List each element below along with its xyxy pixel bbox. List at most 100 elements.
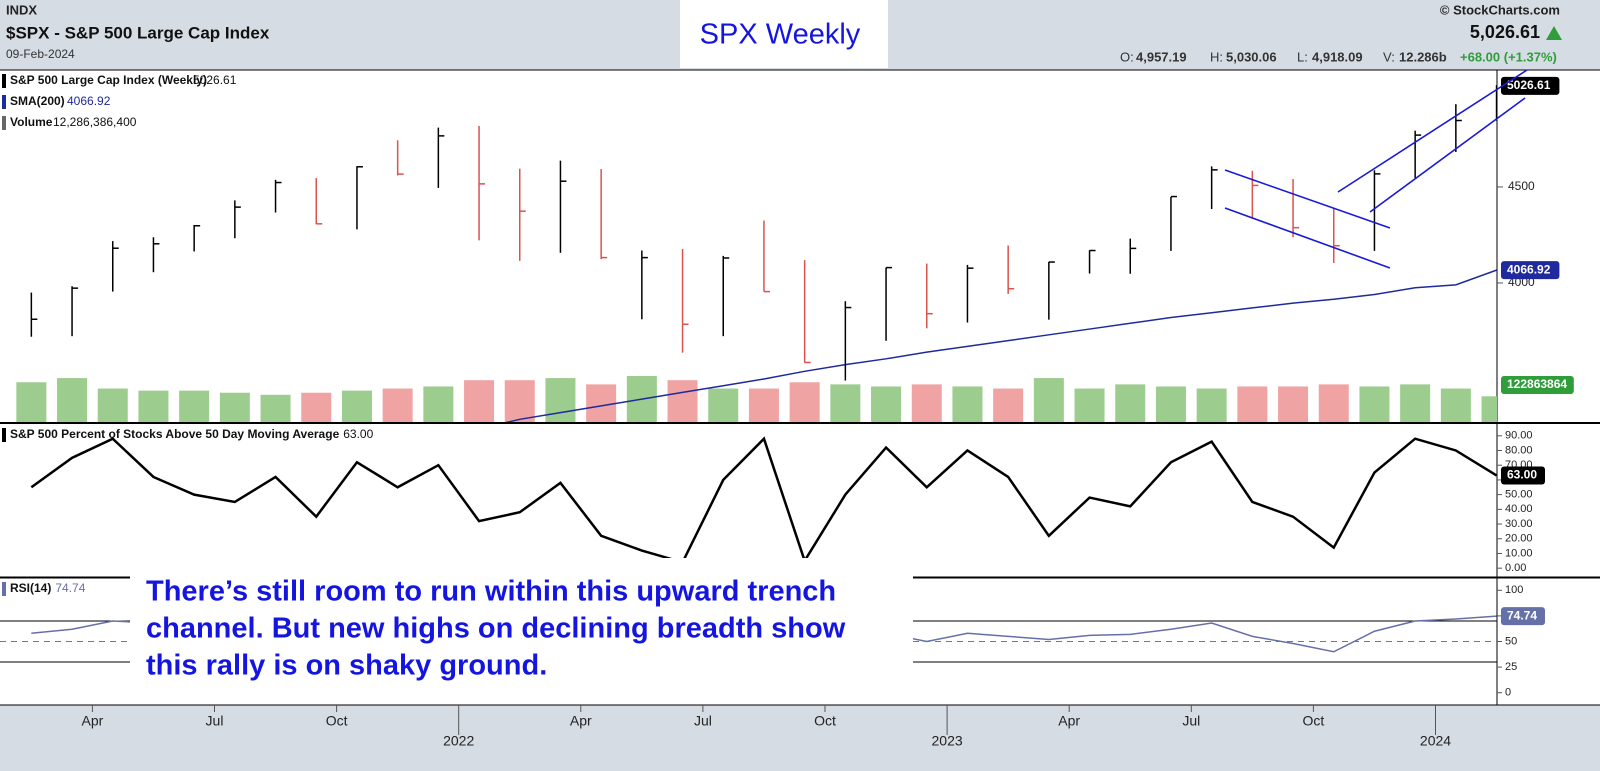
volume-tag: 122863864 xyxy=(1507,377,1567,391)
volume-bar xyxy=(1074,388,1105,422)
volume-bar xyxy=(952,386,983,422)
volume-bar xyxy=(504,380,535,422)
legend-swatch xyxy=(2,428,6,442)
exchange: INDX xyxy=(6,2,37,17)
x-tick-label: 2022 xyxy=(443,733,474,749)
volume-bar xyxy=(423,386,454,422)
legend-label: Volume xyxy=(10,115,53,129)
high-label: H: xyxy=(1210,49,1223,64)
sma-tag-bg xyxy=(1501,261,1560,280)
volume-bar xyxy=(464,380,495,422)
sma-line xyxy=(505,269,1497,422)
volume-bar xyxy=(382,388,413,422)
value-tag: 63.00 xyxy=(1507,468,1537,482)
y-tick-label: 30.00 xyxy=(1505,518,1533,530)
legend-value: 5026.61 xyxy=(193,73,237,87)
change: +68.00 (+1.37%) xyxy=(1460,49,1557,64)
volume-bar xyxy=(1359,386,1390,422)
low: 4,918.09 xyxy=(1312,49,1363,64)
volume-bar xyxy=(138,390,169,422)
annotation-line: this rally is on shaky ground. xyxy=(146,650,547,682)
volume-bar xyxy=(16,382,47,422)
x-tick-label: Oct xyxy=(814,713,836,729)
x-tick-label: 2023 xyxy=(932,733,963,749)
volume-bar xyxy=(1115,384,1146,422)
volume-bar xyxy=(301,392,332,422)
up-arrow xyxy=(1546,26,1562,40)
price-tag: 5026.61 xyxy=(1507,78,1551,92)
y-tick-label: 100 xyxy=(1505,584,1523,596)
panel xyxy=(16,85,1497,422)
volume-bar xyxy=(993,388,1024,422)
y-tick-label: 50 xyxy=(1505,635,1517,647)
x-tick-label: Oct xyxy=(326,713,348,729)
symbol: $SPX - S&P 500 Large Cap Index xyxy=(6,23,270,42)
volume-bar xyxy=(1440,388,1471,422)
legend-swatch xyxy=(2,116,6,130)
channel-line xyxy=(1337,69,1528,193)
x-tick-label: Apr xyxy=(82,713,104,729)
volume-tag-bg xyxy=(1501,376,1574,394)
volume-bar xyxy=(1400,384,1431,422)
volume-bar xyxy=(667,380,698,422)
annotation-line: There’s still room to run within this up… xyxy=(146,576,836,608)
volume-bar xyxy=(789,382,820,422)
title-box xyxy=(680,0,888,68)
channel-line xyxy=(1369,97,1526,213)
low-label: L: xyxy=(1297,49,1308,64)
volume-bar xyxy=(871,386,902,422)
x-tick-label: Apr xyxy=(570,713,592,729)
legend-swatch xyxy=(2,582,6,596)
legend-swatch xyxy=(2,95,6,109)
volume-bar xyxy=(708,388,739,422)
y-tick-label: 10.00 xyxy=(1505,547,1533,559)
volume-bar xyxy=(1318,384,1349,422)
volume-bar xyxy=(911,384,942,422)
open: 4,957.19 xyxy=(1136,49,1187,64)
y-tick-label: 40.00 xyxy=(1505,503,1533,515)
annotation-line: channel. But new highs on declining brea… xyxy=(146,613,846,645)
y-tick-label: 80.00 xyxy=(1505,444,1533,456)
legend-value: 4066.92 xyxy=(67,94,111,108)
volume-bar xyxy=(1481,396,1497,422)
marks: Apr Jul Oct 2022 Apr Jul Oct 2023 Apr Jul Oct 2024 4… xyxy=(0,73,1574,749)
volume-bar xyxy=(97,388,128,422)
volume: 12.286b xyxy=(1399,49,1447,64)
x-tick-label: Apr xyxy=(1058,713,1080,729)
volume-bar xyxy=(1196,388,1227,422)
legend-label: SMA(200) xyxy=(10,94,65,108)
legend-swatch xyxy=(2,74,6,88)
volume-bar xyxy=(260,394,291,422)
volume-bar xyxy=(1033,378,1064,422)
channel-line xyxy=(1224,207,1391,269)
y-tick-label: 20.00 xyxy=(1505,533,1533,545)
trend-channels xyxy=(1224,69,1528,269)
volume-bar xyxy=(1155,386,1186,422)
x-tick-label: Jul xyxy=(206,713,224,729)
volume-bar xyxy=(586,384,617,422)
volume-bar xyxy=(57,378,88,422)
value-tag-bg xyxy=(1501,466,1545,485)
value-tag: 74.74 xyxy=(1507,608,1537,622)
volume-bar xyxy=(341,390,372,422)
source: © StockCharts.com xyxy=(1440,2,1560,17)
x-tick-label: Jul xyxy=(694,713,712,729)
last-price: 5,026.61 xyxy=(1470,22,1540,42)
volume-bar xyxy=(219,392,250,422)
volume-bar xyxy=(748,388,779,422)
legend-label: RSI(14) xyxy=(10,581,51,595)
volume-bar xyxy=(545,378,576,422)
volume-label: V: xyxy=(1383,49,1395,64)
x-tick-label: Jul xyxy=(1182,713,1200,729)
date: 09-Feb-2024 xyxy=(6,47,75,61)
volume-bar xyxy=(179,390,210,422)
y-tick-label: 90.00 xyxy=(1505,430,1533,442)
x-tick-label: 2024 xyxy=(1420,733,1451,749)
price-tag-bg xyxy=(1501,76,1560,95)
high: 5,030.06 xyxy=(1226,49,1277,64)
title: SPX Weekly xyxy=(700,19,861,51)
channel-line xyxy=(1224,169,1391,229)
legend-label: S&P 500 Percent of Stocks Above 50 Day M… xyxy=(10,427,340,441)
x-tick-label: Oct xyxy=(1303,713,1325,729)
